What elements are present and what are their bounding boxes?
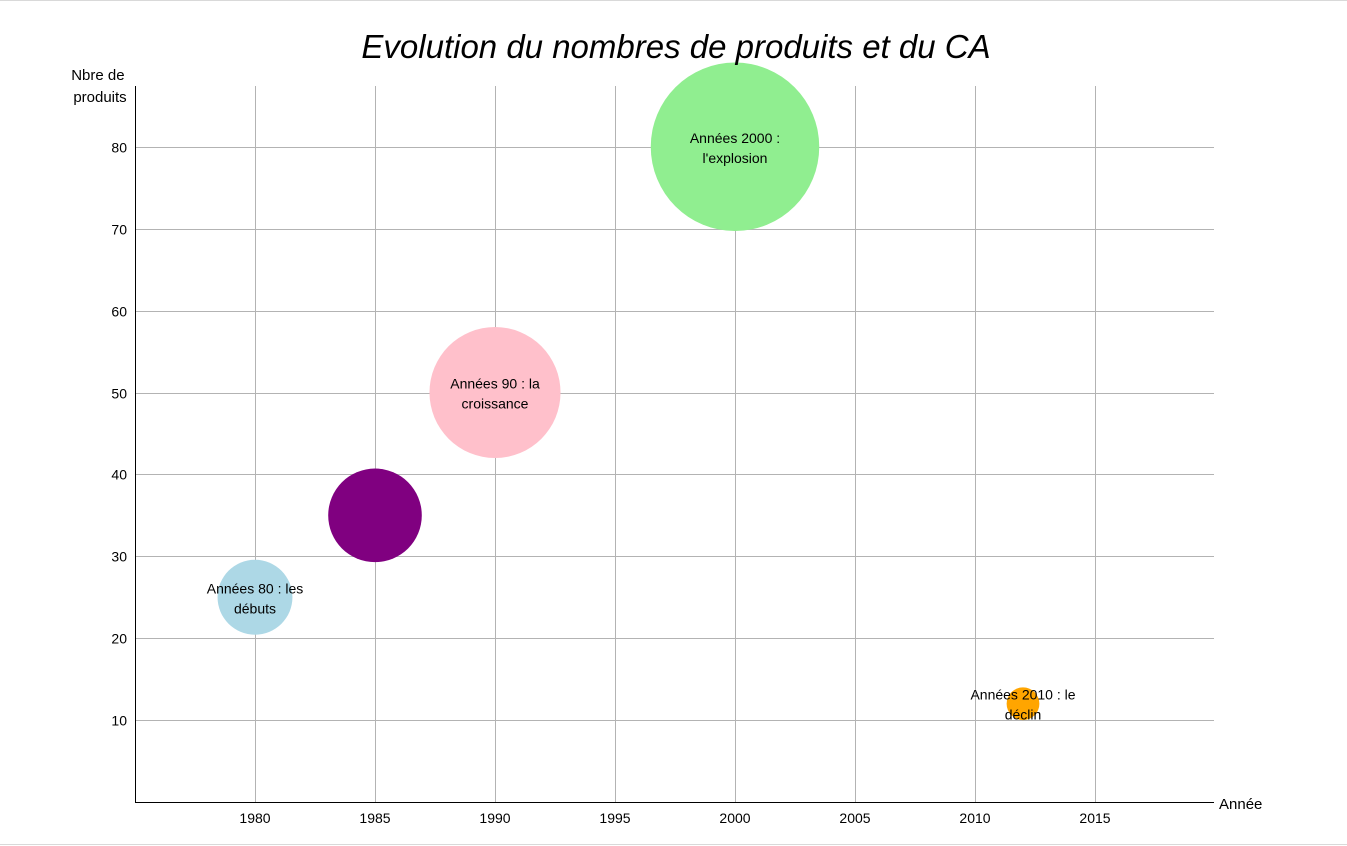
bubble-label-line: l'explosion bbox=[703, 150, 768, 166]
bubble-label-line: Années 80 : les bbox=[207, 580, 304, 596]
x-tick-label: 2005 bbox=[839, 810, 870, 826]
x-axis-label: Année bbox=[1219, 796, 1262, 813]
y-tick-label: 40 bbox=[111, 467, 127, 483]
x-tick-label: 2015 bbox=[1079, 810, 1110, 826]
bubble-label: Années 80 : les débuts bbox=[207, 580, 304, 616]
bubble-label-line: Années 90 : la bbox=[450, 376, 540, 392]
grid-layer bbox=[135, 86, 1214, 802]
label-layer: Années 80 : les débuts Années 90 : la crois… bbox=[207, 130, 1076, 723]
x-tick-label: 1985 bbox=[359, 810, 390, 826]
axis-layer: 1980 1985 1990 1995 2000 2005 2010 2015 10 20 30 40… bbox=[111, 86, 1214, 826]
bubble-label-line: Années 2000 : bbox=[690, 130, 780, 146]
bubble bbox=[1006, 687, 1040, 721]
bubble-label: Années 2000 : l'explosion bbox=[690, 130, 780, 166]
bubble-label: Années 90 : la croissance bbox=[450, 376, 540, 412]
x-tick-label: 2000 bbox=[719, 810, 750, 826]
bubble bbox=[217, 559, 293, 635]
y-axis-label-line: Nbre de bbox=[71, 67, 124, 84]
y-axis-label-line: produits bbox=[73, 89, 126, 106]
bubble-label: Années 2010 : le déclin bbox=[970, 687, 1075, 723]
bubble-label-line: Années 2010 : le bbox=[970, 687, 1075, 703]
y-axis-label: Nbre de produits bbox=[71, 67, 129, 106]
x-tick-label: 2010 bbox=[959, 810, 990, 826]
x-tick-label: 1995 bbox=[599, 810, 630, 826]
y-tick-label: 80 bbox=[111, 140, 127, 156]
bubble bbox=[328, 468, 422, 563]
y-tick-label: 30 bbox=[111, 549, 127, 565]
x-tick-label: 1980 bbox=[239, 810, 270, 826]
bubble-layer bbox=[217, 62, 1040, 721]
y-tick-label: 70 bbox=[111, 222, 127, 238]
x-tick-label: 1990 bbox=[479, 810, 510, 826]
bubble-label-line: déclin bbox=[1005, 707, 1042, 723]
bubble bbox=[429, 326, 561, 459]
chart-title: Evolution du nombres de produits et du C… bbox=[361, 28, 990, 65]
y-tick-label: 50 bbox=[111, 386, 127, 402]
bubble-label-line: débuts bbox=[234, 600, 276, 616]
y-tick-label: 60 bbox=[111, 304, 127, 320]
bubble bbox=[650, 62, 820, 232]
y-tick-label: 20 bbox=[111, 631, 127, 647]
bubble-label-line: croissance bbox=[462, 396, 529, 412]
y-tick-label: 10 bbox=[111, 713, 127, 729]
